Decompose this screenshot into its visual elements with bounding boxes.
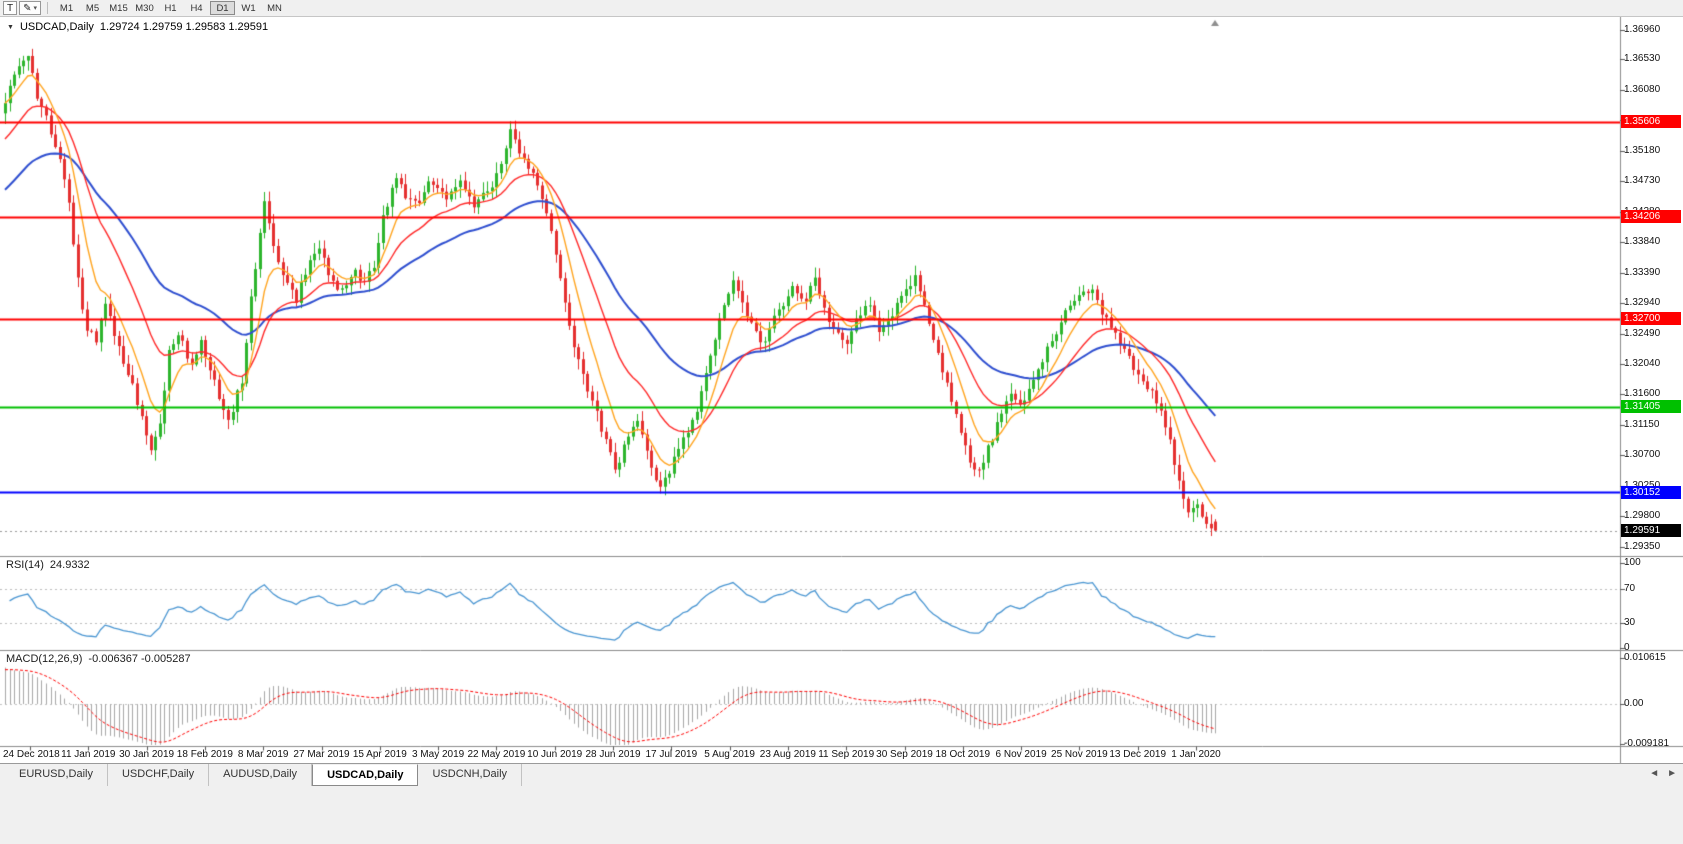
chart-tab-usdcnh[interactable]: USDCNH,Daily — [418, 764, 523, 786]
chart-tab-usdchf[interactable]: USDCHF,Daily — [108, 764, 210, 786]
timeframe-button-w1[interactable]: W1 — [236, 1, 261, 15]
toolbar: T ✎ ▾ M1 M5 M15 M30 H1 H4 D1 W1 MN — [0, 0, 1683, 17]
dropdown-icon: ▾ — [33, 4, 38, 12]
chart-tab-usdcad[interactable]: USDCAD,Daily — [312, 764, 419, 786]
chart-tab-audusd[interactable]: AUDUSD,Daily — [209, 764, 313, 786]
chart-tab-bar: EURUSD,Daily USDCHF,Daily AUDUSD,Daily USDC… — [0, 763, 1683, 844]
timeframe-button-h1[interactable]: H1 — [158, 1, 183, 15]
tab-scroll-right-icon[interactable]: ► — [1667, 768, 1677, 779]
chart-tab-eurusd[interactable]: EURUSD,Daily — [5, 764, 108, 786]
timeframe-button-m30[interactable]: M30 — [132, 1, 157, 15]
chart-region: 1.36960 1.36530 1.36080 1.35630 1.35180 1.347… — [0, 17, 1683, 763]
chart-header: ▼ USDCAD,Daily 1.29724 1.29759 1.29583 1… — [7, 21, 268, 33]
collapse-triangle-icon[interactable]: ▼ — [7, 24, 14, 31]
chart-symbol-label: USDCAD,Daily — [19, 21, 94, 33]
timeframe-button-m15[interactable]: M15 — [106, 1, 131, 15]
text-tool-icon: T — [7, 2, 14, 14]
cursor-tool-icon: ✎ — [23, 2, 32, 14]
timeframe-button-d1[interactable]: D1 — [210, 1, 236, 15]
timeframe-button-m1[interactable]: M1 — [54, 1, 79, 15]
timeframe-button-mn[interactable]: MN — [262, 1, 287, 15]
tab-scroll-left-icon[interactable]: ◄ — [1649, 768, 1660, 779]
chart-quote-label: 1.29724 1.29759 1.29583 1.29591 — [99, 21, 269, 33]
price-chart-canvas[interactable] — [0, 17, 1683, 763]
text-tool-button[interactable]: T — [3, 1, 18, 15]
tab-scroll-buttons: ◄ ► — [1649, 768, 1677, 779]
timeframe-button-m5[interactable]: M5 — [80, 1, 105, 15]
timeframe-button-h4[interactable]: H4 — [184, 1, 209, 15]
chart-tabs: EURUSD,Daily USDCHF,Daily AUDUSD,Daily USDC… — [5, 764, 523, 786]
toolbar-separator — [47, 2, 49, 14]
cursor-tool-button[interactable]: ✎ ▾ — [19, 1, 42, 15]
timeframe-buttons: M1 M5 M15 M30 H1 H4 D1 W1 MN — [54, 1, 287, 15]
